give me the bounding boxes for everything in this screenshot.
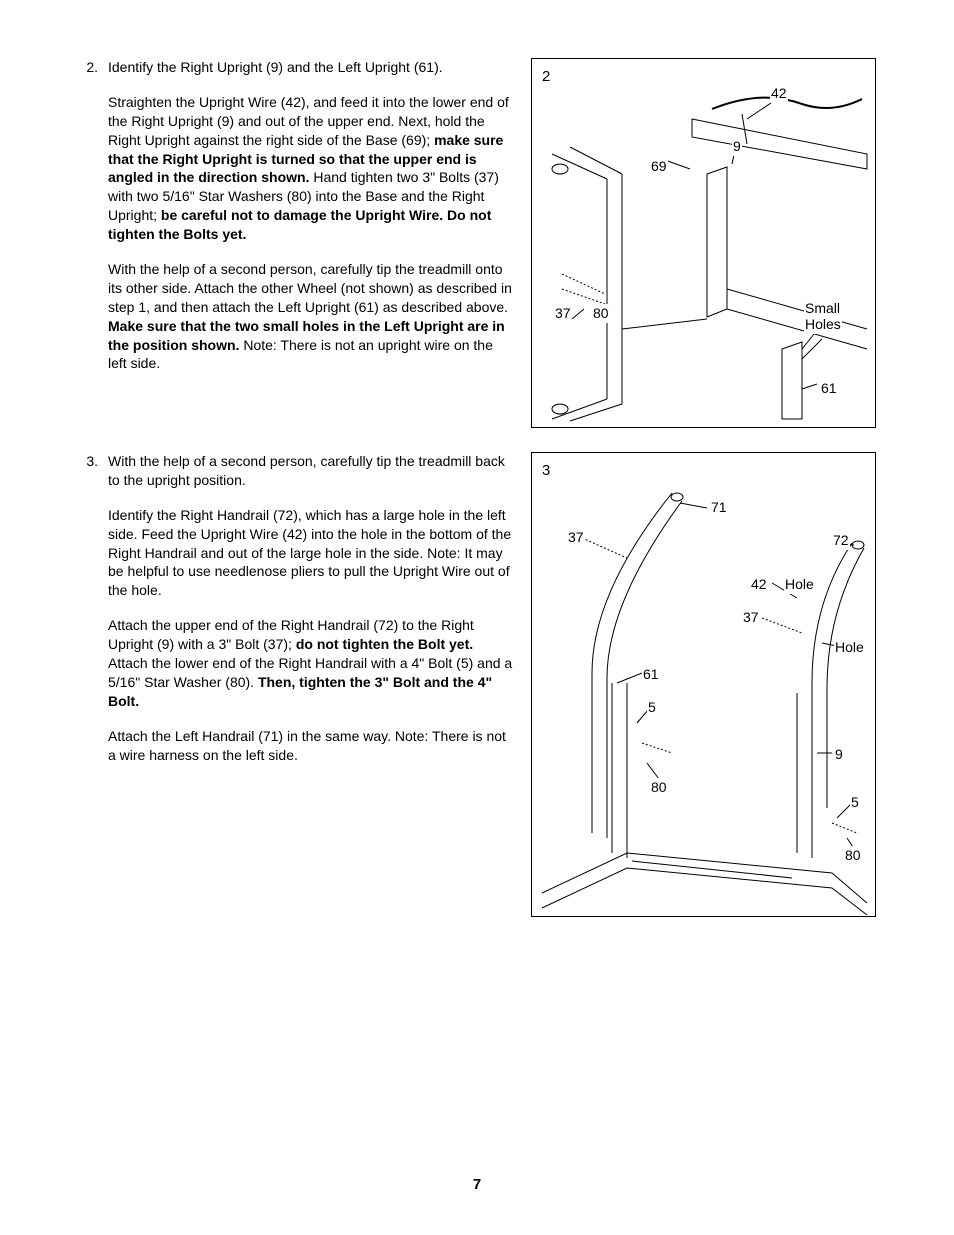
- fig2-label-61: 61: [820, 379, 838, 398]
- fig3-label-37a: 37: [567, 528, 585, 547]
- step-3-text: 3. With the help of a second person, car…: [78, 452, 513, 917]
- fig3-label-71: 71: [710, 498, 728, 517]
- step-3-para-1: With the help of a second person, carefu…: [108, 452, 513, 490]
- fig2-label-69: 69: [650, 157, 668, 176]
- fig3-label-61: 61: [642, 665, 660, 684]
- step-2-number: 2.: [78, 58, 98, 389]
- step-3-para-4: Attach the Left Handrail (71) in the sam…: [108, 727, 513, 765]
- step-3-para-3: Attach the upper end of the Right Handra…: [108, 616, 513, 710]
- step-3-body: With the help of a second person, carefu…: [108, 452, 513, 780]
- fig2-label-9: 9: [732, 137, 742, 156]
- step-2-para-3: With the help of a second person, carefu…: [108, 260, 513, 373]
- fig3-label-hole1: Hole: [784, 575, 815, 594]
- fig2-label-holes: Holes: [804, 315, 842, 334]
- fig3-label-hole2: Hole: [834, 638, 865, 657]
- step-2-row: 2. Identify the Right Upright (9) and th…: [78, 58, 876, 428]
- page-number: 7: [0, 1175, 954, 1195]
- step-2-para-1: Identify the Right Upright (9) and the L…: [108, 58, 513, 77]
- step-3-row: 3. With the help of a second person, car…: [78, 452, 876, 917]
- figure-2: 2: [531, 58, 876, 428]
- figure-3-svg: [532, 453, 877, 918]
- fig2-label-37: 37: [554, 304, 572, 323]
- step-2-text: 2. Identify the Right Upright (9) and th…: [78, 58, 513, 428]
- step-2-body: Identify the Right Upright (9) and the L…: [108, 58, 513, 389]
- figure-2-svg: [532, 59, 877, 429]
- fig3-label-72: 72: [832, 531, 850, 550]
- fig2-label-42: 42: [770, 84, 788, 103]
- step-3-number: 3.: [78, 452, 98, 780]
- fig3-label-80a: 80: [650, 778, 668, 797]
- step-3-para-2: Identify the Right Handrail (72), which …: [108, 506, 513, 600]
- fig3-label-9: 9: [834, 745, 844, 764]
- fig3-label-80b: 80: [844, 846, 862, 865]
- fig3-label-42: 42: [750, 575, 768, 594]
- figure-3: 3: [531, 452, 876, 917]
- fig3-label-37b: 37: [742, 608, 760, 627]
- fig3-label-5a: 5: [647, 698, 657, 717]
- fig3-label-5b: 5: [850, 793, 860, 812]
- fig2-label-80: 80: [592, 304, 610, 323]
- step-2-para-2: Straighten the Upright Wire (42), and fe…: [108, 93, 513, 244]
